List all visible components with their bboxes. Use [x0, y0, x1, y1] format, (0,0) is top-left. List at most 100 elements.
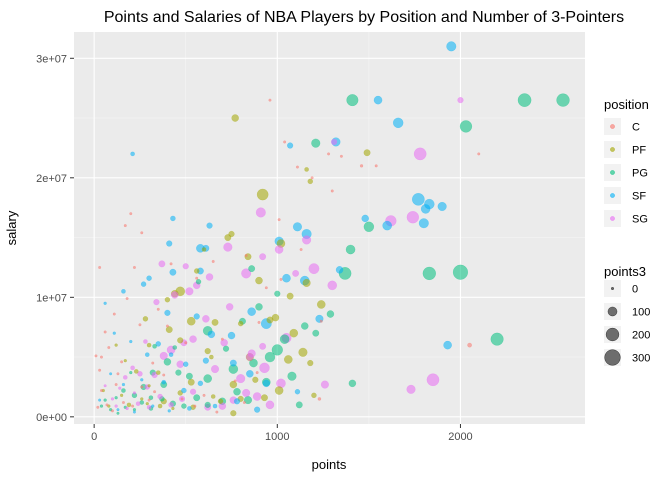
- data-point-c: [147, 398, 151, 402]
- data-point-pf: [209, 354, 214, 360]
- legend-points3-title: points3: [604, 264, 646, 279]
- data-point-sg: [110, 397, 115, 401]
- data-point-c: [129, 212, 133, 216]
- data-point-sg: [103, 384, 107, 388]
- data-point-sf: [292, 222, 303, 232]
- data-point-c: [103, 330, 107, 334]
- data-point-pf: [142, 316, 149, 322]
- data-point-sf: [121, 382, 126, 387]
- data-point-c: [193, 404, 197, 408]
- data-point-sg: [189, 388, 197, 395]
- data-point-c: [215, 410, 219, 414]
- legend-swatch-sg: [610, 216, 615, 221]
- data-point-pf: [252, 376, 259, 383]
- data-point-pg: [185, 372, 193, 380]
- data-point-c: [112, 312, 116, 316]
- data-point-pg: [348, 379, 357, 388]
- data-point-sf: [262, 379, 271, 388]
- data-point-sg: [223, 242, 233, 252]
- data-point-sg: [413, 147, 427, 161]
- data-point-pf: [119, 393, 124, 398]
- data-point-pg: [148, 395, 154, 400]
- data-point-sf: [206, 222, 213, 229]
- data-point-pg: [556, 93, 570, 107]
- data-point-sf: [227, 331, 236, 340]
- legend-label: 0: [632, 284, 638, 296]
- y-axis-title: salary: [4, 210, 19, 245]
- data-point-pf: [146, 342, 152, 348]
- data-point-pg: [345, 244, 356, 255]
- data-point-sf: [294, 388, 301, 395]
- data-point-pg: [114, 396, 118, 400]
- data-point-sg: [151, 371, 158, 379]
- data-point-sg: [255, 207, 266, 218]
- data-point-pg: [103, 398, 107, 402]
- data-point-sf: [382, 220, 393, 231]
- data-point-c: [94, 354, 98, 358]
- data-point-sf: [254, 406, 261, 413]
- data-point-sg: [205, 273, 214, 281]
- data-point-sg: [426, 373, 440, 387]
- data-point-pf: [140, 397, 144, 401]
- data-point-pg: [363, 221, 375, 233]
- legend-swatch-pg: [610, 170, 615, 175]
- y-tick-label: 1e+07: [36, 292, 67, 304]
- data-point-c: [202, 393, 206, 397]
- data-point-sf: [207, 330, 216, 339]
- data-point-pg: [121, 388, 126, 393]
- legend-swatch-sf: [610, 193, 615, 198]
- data-point-pf: [155, 370, 161, 375]
- data-point-pg: [255, 303, 263, 311]
- data-point-sg: [132, 391, 137, 395]
- data-point-pf: [237, 320, 244, 327]
- legend-position: position C PF PG SF SG: [604, 97, 649, 227]
- plot-panel: [74, 32, 585, 424]
- x-tick-label: 1000: [265, 431, 289, 443]
- legend-position-title: position: [604, 97, 649, 112]
- data-point-pf: [289, 328, 299, 338]
- data-point-c: [99, 355, 104, 359]
- data-point-c: [107, 345, 111, 350]
- legend-label: 300: [632, 353, 650, 365]
- data-point-sf: [187, 406, 192, 411]
- data-point-sf: [151, 404, 155, 408]
- data-point-sf: [166, 240, 173, 247]
- data-point-pg: [249, 358, 258, 368]
- data-point-c: [310, 176, 314, 180]
- data-point-pg: [459, 120, 473, 133]
- legend-size-swatch: [610, 286, 615, 291]
- data-point-pg: [116, 411, 120, 415]
- data-point-pg: [295, 401, 303, 409]
- data-point-sg: [302, 235, 312, 245]
- data-point-sg: [220, 338, 228, 347]
- data-point-pf: [126, 402, 132, 408]
- data-point-sg: [241, 268, 252, 279]
- data-point-pg: [175, 369, 182, 376]
- data-point-sf: [361, 214, 370, 223]
- data-point-sg: [330, 138, 338, 146]
- data-point-c: [120, 360, 124, 364]
- data-point-pg: [203, 374, 213, 383]
- y-tick-label: 0e+00: [36, 412, 67, 424]
- data-point-pf: [298, 347, 308, 357]
- data-point-pg: [279, 334, 290, 344]
- data-point-pf: [145, 401, 149, 406]
- data-point-sg: [135, 401, 141, 406]
- data-point-sf: [170, 215, 176, 222]
- data-point-pg: [222, 345, 230, 352]
- data-point-c: [162, 373, 166, 377]
- data-point-sg: [320, 380, 329, 389]
- data-point-sf: [286, 142, 294, 149]
- data-point-c: [264, 286, 268, 290]
- data-point-pf: [211, 318, 219, 326]
- data-points: [94, 41, 570, 417]
- data-point-pf: [186, 316, 196, 326]
- data-point-pg: [311, 138, 321, 148]
- data-point-c: [283, 140, 287, 144]
- data-point-sg: [182, 263, 189, 270]
- data-point-sg: [202, 315, 210, 323]
- data-point-pg: [422, 266, 437, 281]
- data-point-pg: [274, 290, 281, 297]
- data-point-sg: [125, 406, 129, 411]
- data-point-c: [211, 259, 215, 264]
